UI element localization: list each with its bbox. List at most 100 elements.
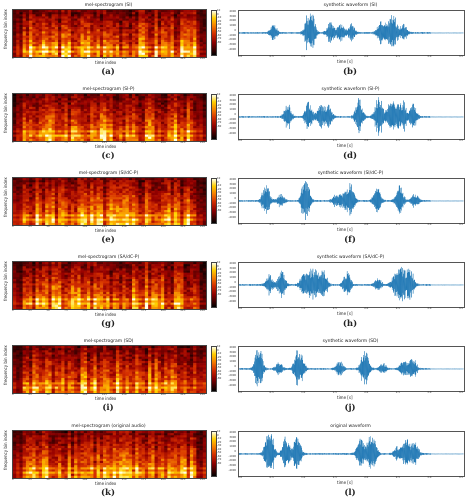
x-tick-label: 25 [28, 57, 31, 60]
x-tick-label: 25 [28, 478, 31, 481]
x-tick-label: 0.5 [270, 139, 274, 142]
subfigure-caption: (d) [330, 151, 370, 161]
spectrogram [12, 177, 207, 226]
x-tick-label: 3.5 [459, 223, 463, 226]
subfigure-caption: (b) [330, 67, 370, 77]
x-tick-label: 1.5 [333, 223, 337, 226]
waveform-title: synthetic waveform (SI-P) [238, 87, 463, 92]
x-tick-label: 250 [200, 141, 205, 144]
x-tick-label: 3.0 [427, 223, 431, 226]
x-tick-label: 0.5 [270, 55, 274, 58]
y-tick-label: -3000 [226, 127, 236, 132]
x-tick-label: 100 [82, 57, 87, 60]
spectrogram-x-label: time index [95, 60, 116, 65]
waveform [238, 178, 465, 224]
spectrogram-image [13, 262, 206, 309]
waveform-title: synthetic waveform (SA/dC-P) [238, 255, 463, 260]
x-tick-label: 0.0 [238, 391, 242, 394]
x-tick-label: 200 [161, 393, 166, 396]
x-tick-label: 25 [28, 309, 31, 312]
x-tick-label: 1.0 [301, 476, 305, 479]
x-tick-label: 1.5 [333, 391, 337, 394]
x-tick-label: 200 [161, 309, 166, 312]
x-tick-label: 75 [64, 478, 67, 481]
x-tick-label: 2.0 [364, 139, 368, 142]
waveform-x-label: time [s] [337, 480, 353, 485]
x-tick-label: 1.5 [333, 476, 337, 479]
y-tick-label: -4000 [226, 48, 236, 53]
x-tick-label: 2.5 [396, 223, 400, 226]
subfigure-caption: (l) [330, 488, 370, 498]
waveform-x-label: time [s] [337, 143, 353, 148]
x-tick-label: 25 [28, 141, 31, 144]
waveform [238, 10, 465, 56]
colorbar-tick-label: -80 [217, 209, 221, 213]
x-tick-label: 3.0 [427, 391, 431, 394]
subfigure-caption: (g) [88, 319, 128, 329]
x-tick-label: 3.5 [459, 55, 463, 58]
x-tick-label: 3.0 [427, 307, 431, 310]
x-tick-label: 3.0 [427, 55, 431, 58]
spectrogram-y-label: frequency bin index [3, 93, 8, 133]
x-tick-label: 1.5 [333, 307, 337, 310]
spectrogram-x-label: time index [95, 312, 116, 317]
subfigure-caption: (f) [330, 235, 370, 245]
waveform-plot [239, 432, 464, 476]
x-tick-label: 50 [46, 57, 49, 60]
x-tick-label: 200 [161, 57, 166, 60]
waveform-trace [239, 267, 463, 301]
spectrogram-image [13, 10, 206, 57]
x-tick-label: 50 [46, 225, 49, 228]
spectrogram [12, 345, 207, 394]
subfigure-caption: (j) [330, 403, 370, 413]
x-tick-label: 3.5 [459, 391, 463, 394]
spectrogram-x-label: time index [95, 144, 116, 149]
x-tick-label: 75 [64, 309, 67, 312]
waveform [238, 431, 465, 477]
x-tick-label: 2.0 [364, 476, 368, 479]
x-tick-label: 225 [180, 225, 185, 228]
x-tick-label: 50 [46, 309, 49, 312]
x-tick-label: 50 [46, 141, 49, 144]
spectrogram-title: mel-spectrogram (SI/dC-P) [12, 171, 205, 176]
spectrogram-y-label: frequency bin index [3, 345, 8, 385]
colorbar-tick-label: -80 [217, 293, 221, 297]
x-tick-label: 150 [122, 141, 127, 144]
x-tick-label: 250 [200, 225, 205, 228]
y-tick-label: -4000 [226, 469, 236, 474]
subfigure-caption: (e) [88, 235, 128, 245]
spectrogram-title: mel-spectrogram (SI) [12, 3, 205, 8]
waveform-trace [239, 434, 463, 469]
waveform-title: synthetic waveform (SI) [238, 3, 463, 8]
x-tick-label: 0.0 [238, 307, 242, 310]
spectrogram-x-label: time index [95, 228, 116, 233]
x-tick-label: 0 [12, 393, 14, 396]
y-tick-label: -3000 [226, 464, 236, 469]
subfigure-caption: (a) [88, 67, 128, 77]
x-tick-label: 2.5 [396, 139, 400, 142]
x-tick-label: 0 [12, 309, 14, 312]
x-tick-label: 0 [12, 57, 14, 60]
waveform-plot [239, 11, 464, 55]
waveform-x-label: time [s] [337, 59, 353, 64]
x-tick-label: 250 [200, 393, 205, 396]
spectrogram-image [13, 431, 206, 478]
waveform [238, 262, 465, 308]
x-tick-label: 0 [12, 141, 14, 144]
x-tick-label: 250 [200, 57, 205, 60]
x-tick-label: 75 [64, 393, 67, 396]
waveform-trace [239, 97, 463, 135]
waveform [238, 346, 465, 392]
spectrogram-y-label: frequency bin index [3, 261, 8, 301]
y-tick-label: -3000 [226, 295, 236, 300]
